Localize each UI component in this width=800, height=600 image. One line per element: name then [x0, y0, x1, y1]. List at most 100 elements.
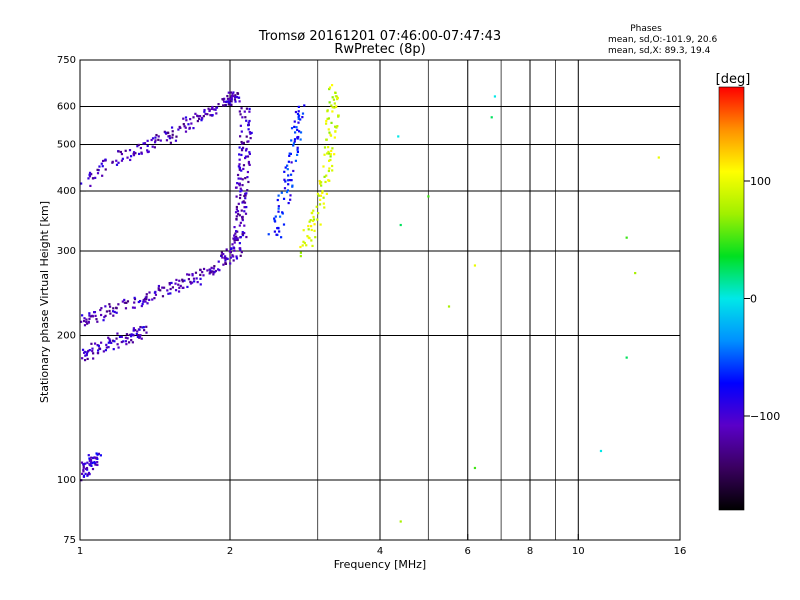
data-point: [233, 236, 236, 239]
data-point: [299, 245, 302, 249]
data-point: [224, 104, 227, 107]
data-point: [175, 278, 178, 282]
data-point: [93, 342, 97, 345]
data-point: [129, 158, 132, 162]
data-point: [297, 121, 300, 124]
data-point: [238, 196, 242, 200]
data-point: [330, 121, 333, 124]
data-point: [333, 153, 336, 156]
data-point: [132, 151, 136, 154]
data-point: [228, 101, 231, 104]
data-point: [203, 108, 206, 112]
data-point: [326, 117, 329, 121]
data-point: [81, 357, 84, 360]
data-point: [145, 331, 148, 334]
data-point: [294, 131, 297, 134]
data-point: [174, 139, 178, 142]
data-point: [96, 352, 100, 355]
data-point: [104, 168, 107, 171]
data-point: [319, 194, 323, 197]
data-point: [142, 326, 145, 329]
data-point: [82, 468, 85, 472]
data-point: [250, 131, 253, 134]
data-point: [105, 346, 108, 349]
data-point: [196, 114, 199, 117]
data-point: [91, 315, 95, 318]
data-point: [167, 292, 170, 295]
data-point: [237, 165, 240, 168]
data-point: [239, 124, 242, 127]
data-point: [103, 316, 106, 319]
data-point: [227, 103, 230, 106]
data-point: [153, 146, 156, 149]
data-point: [196, 119, 199, 123]
data-point: [115, 163, 119, 166]
data-point: [332, 98, 336, 101]
data-point: [322, 202, 325, 205]
data-point: [241, 184, 244, 187]
data-point: [290, 139, 293, 142]
data-point: [299, 131, 303, 134]
data-point: [242, 141, 245, 145]
data-point: [96, 349, 100, 352]
data-point: [168, 137, 171, 140]
data-point: [126, 337, 129, 340]
data-point: [248, 131, 251, 134]
data-point: [234, 94, 237, 97]
data-point: [248, 151, 251, 154]
data-point: [229, 91, 233, 94]
data-point: [245, 147, 248, 151]
data-point: [234, 237, 237, 241]
data-point: [240, 251, 243, 254]
data-point: [289, 152, 292, 156]
colorbar-tick-label: 0: [750, 293, 757, 306]
data-point: [84, 472, 87, 475]
colorbar-label: [deg]: [716, 72, 751, 87]
data-point: [335, 126, 338, 129]
data-point: [625, 236, 628, 239]
data-point: [288, 178, 291, 182]
x-tick-label: 8: [527, 546, 533, 557]
data-point: [230, 95, 233, 98]
data-point: [196, 280, 199, 284]
data-point: [273, 219, 276, 222]
data-point: [140, 337, 143, 340]
data-point: [222, 100, 226, 103]
data-point: [91, 177, 95, 180]
data-point: [167, 135, 170, 138]
data-point: [320, 181, 323, 184]
data-point: [209, 269, 212, 272]
data-point: [101, 165, 104, 168]
data-point: [290, 127, 294, 130]
data-point: [194, 271, 198, 274]
data-point: [82, 466, 85, 469]
data-point: [316, 192, 320, 195]
data-point: [248, 152, 251, 156]
y-axis-label: Stationary phase Virtual Height [km]: [38, 201, 51, 403]
data-point: [318, 179, 321, 183]
data-point: [222, 98, 225, 101]
data-point: [120, 152, 124, 156]
data-point: [282, 197, 286, 200]
data-point: [238, 110, 241, 113]
data-point: [233, 239, 236, 242]
data-point: [151, 145, 154, 148]
data-point: [109, 312, 112, 315]
data-point: [233, 96, 237, 99]
data-point: [333, 102, 336, 105]
data-point: [145, 293, 148, 296]
data-point: [89, 460, 92, 463]
data-point: [657, 156, 660, 159]
data-point: [174, 289, 178, 292]
y-tick-label: 300: [57, 246, 76, 257]
data-point: [117, 303, 120, 306]
data-point: [331, 147, 334, 150]
data-point: [124, 340, 128, 343]
data-point: [238, 182, 241, 185]
data-point: [201, 271, 204, 274]
data-point: [177, 290, 181, 293]
data-point: [242, 200, 245, 203]
data-point: [244, 212, 248, 215]
data-point: [125, 343, 128, 346]
data-point: [331, 164, 334, 168]
